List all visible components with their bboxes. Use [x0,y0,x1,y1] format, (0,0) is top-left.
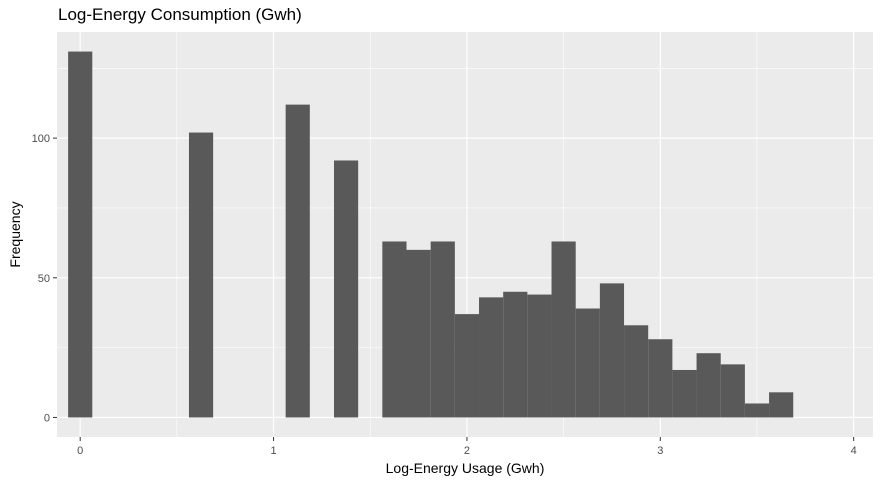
histogram-bar [406,249,431,418]
y-axis-ticks: 0 50 100 [32,133,57,424]
x-tick-label: 1 [271,445,277,457]
y-tick-label: 0 [44,412,50,424]
histogram-bar [624,325,649,418]
histogram-bar [285,104,310,418]
histogram-bar [527,294,552,418]
x-tick-label: 2 [464,445,470,457]
histogram-bar [333,160,359,418]
y-tick-label: 50 [38,273,50,285]
histogram-bar [696,353,721,418]
histogram-bar [720,364,745,418]
y-tick-label: 100 [32,133,50,145]
histogram-bars [68,51,794,418]
histogram-bar [648,339,673,418]
histogram-bar [551,241,576,418]
histogram-bar [454,314,480,418]
histogram-bar [769,392,794,418]
histogram-bar [430,241,455,418]
x-tick-label: 3 [657,445,663,457]
histogram-bar [599,283,625,418]
x-tick-label: 0 [77,445,83,457]
x-axis-ticks: 0 1 2 3 4 [77,437,857,457]
histogram-bar [503,291,528,418]
y-axis-title: Frequency [7,201,23,267]
histogram-bar [672,369,697,418]
histogram-bar [479,297,504,418]
histogram-bar [188,132,214,418]
x-tick-label: 4 [851,445,857,457]
chart-title: Log-Energy Consumption (Gwh) [58,5,302,24]
x-axis-title: Log-Energy Usage (Gwh) [386,460,545,476]
histogram-bar [68,51,93,418]
histogram-bar [744,403,770,418]
histogram-bar [575,308,600,418]
histogram-bar [382,241,407,418]
